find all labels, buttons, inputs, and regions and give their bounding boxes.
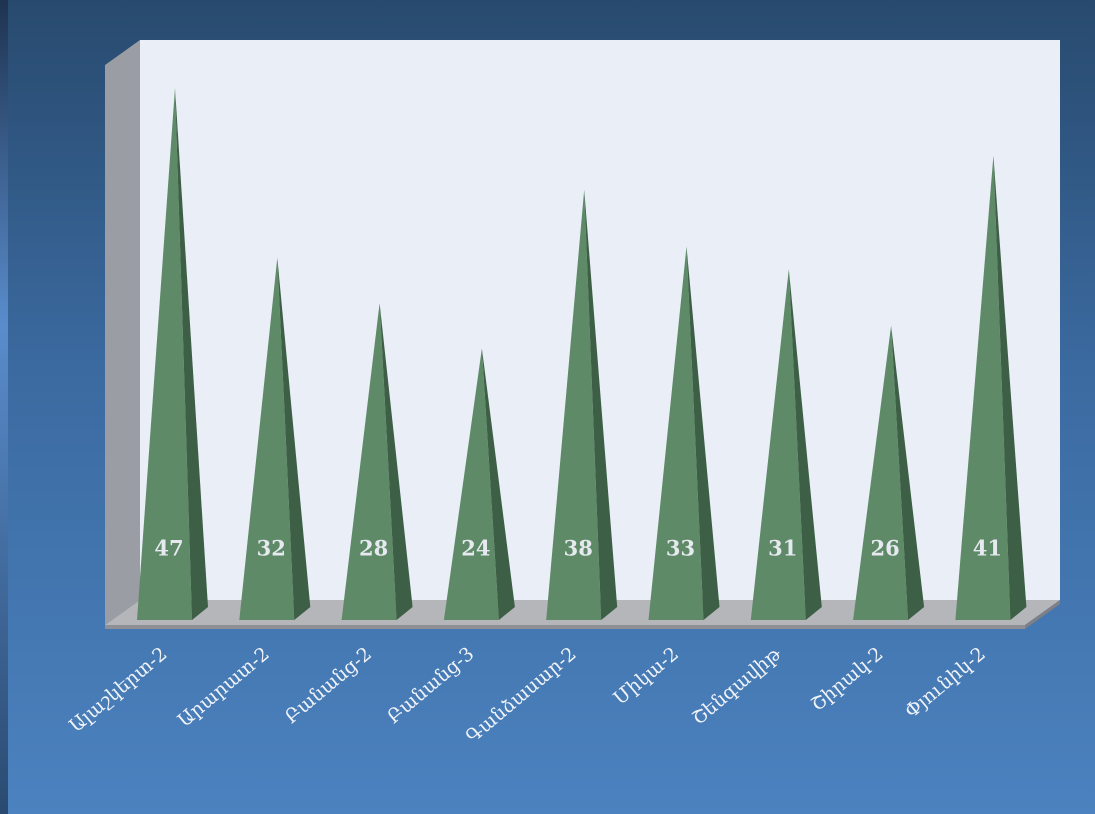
pyramid-side (993, 155, 1027, 620)
value-label: 28 (359, 536, 388, 561)
pyramid-side (686, 246, 720, 620)
pyramid-side (584, 189, 618, 620)
value-label: 38 (564, 536, 593, 561)
value-label: 24 (461, 536, 490, 561)
pyramid-front (137, 88, 192, 620)
side-wall (105, 40, 140, 625)
pyramid-side (277, 257, 311, 620)
value-label: 33 (666, 536, 695, 561)
side-strip (0, 0, 8, 814)
pyramid-front (546, 189, 602, 620)
pyramid-side (379, 303, 413, 620)
value-label: 31 (768, 536, 797, 561)
value-label: 26 (870, 536, 899, 561)
pyramid-side (788, 269, 822, 620)
floor-edge (105, 625, 1025, 629)
pyramid-front (239, 257, 295, 620)
pyramid-front (648, 246, 704, 620)
value-label: 32 (257, 536, 286, 561)
pyramid-side (175, 88, 208, 620)
pyramid-front (341, 303, 397, 620)
pyramid-side (481, 348, 515, 620)
pyramid-front (853, 325, 909, 620)
pyramid-front (750, 269, 806, 620)
pyramid-side (891, 325, 925, 620)
value-label: 47 (154, 536, 183, 561)
pyramid-front (955, 155, 1011, 620)
pyramid-front (443, 348, 499, 620)
floor-edge-side (1025, 600, 1060, 629)
value-label: 41 (973, 536, 1002, 561)
